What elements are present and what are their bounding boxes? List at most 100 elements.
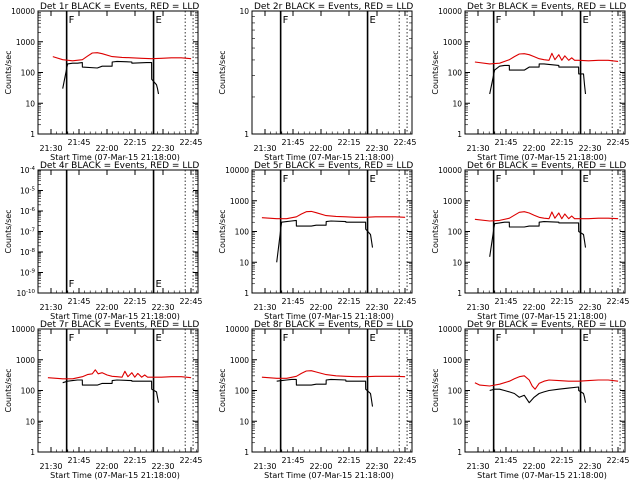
- y-tick-label: 1000: [230, 356, 249, 365]
- y-tick-label: 1000: [230, 197, 249, 206]
- x-tick-label: 22:15: [337, 138, 360, 147]
- y-tick-label: 1000: [16, 356, 35, 365]
- y-tick-label: 100: [448, 228, 463, 237]
- y-tick-label: 10: [452, 417, 462, 426]
- flare-end-marker: E: [370, 15, 376, 26]
- y-tick-label: 10-6: [20, 207, 36, 216]
- flare-end-marker: E: [156, 279, 162, 290]
- x-tick-label: 21:45: [281, 456, 304, 465]
- y-tick-label: 10: [25, 417, 35, 426]
- chart-panel-5: Det 5r BLACK = Events, RED = LLD 1 10 100 10…: [218, 161, 417, 321]
- y-tick-label: 10000: [438, 325, 462, 334]
- y-tick-label: 10: [452, 99, 462, 108]
- x-tick-label: 22:45: [393, 138, 416, 147]
- chart-title: Det 1r BLACK = Events, RED = LLD: [40, 2, 199, 12]
- series-events: [489, 221, 587, 257]
- y-tick-exponent: -7: [30, 228, 36, 234]
- y-tick-label: 10000: [11, 325, 35, 334]
- y-axis-label: Counts/sec: [431, 368, 440, 412]
- y-axis-label: Counts/sec: [218, 209, 227, 253]
- series-lld: [474, 375, 619, 390]
- plot-frame: [251, 10, 413, 135]
- x-axis-label: Start Time (07-Mar-15 21:18:00): [264, 471, 394, 480]
- y-axis-label: Counts/sec: [4, 209, 13, 253]
- y-tick-label: 10: [239, 417, 249, 426]
- y-tick-label: 10-10: [16, 289, 35, 298]
- y-tick-label: 1000: [443, 38, 462, 47]
- y-tick-label: 10000: [225, 325, 249, 334]
- y-tick-exponent: -6: [30, 207, 36, 213]
- x-axis-label: Start Time (07-Mar-15 21:18:00): [264, 312, 394, 321]
- x-tick-label: 22:45: [606, 456, 629, 465]
- y-tick-exponent: -8: [30, 248, 36, 254]
- y-tick-exponent: -10: [26, 289, 35, 295]
- y-tick-exponent: -5: [30, 187, 36, 193]
- chart-title: Det 6r BLACK = Events, RED = LLD: [467, 161, 626, 171]
- y-tick-label: 1: [457, 448, 462, 457]
- x-tick-label: 22:15: [123, 138, 146, 147]
- y-tick-label: 100: [235, 387, 250, 396]
- series-lld: [474, 211, 619, 222]
- chart-panel-3: Det 3r BLACK = Events, RED = LLD 1 10 100 10…: [431, 2, 630, 162]
- series-events: [62, 379, 160, 403]
- y-axis-label: Counts/sec: [218, 368, 227, 412]
- x-tick-label: 21:30: [39, 303, 62, 312]
- flare-end-marker: E: [583, 174, 589, 185]
- chart-panel-9: Det 9r BLACK = Events, RED = LLD 1 10 100 10…: [431, 320, 630, 480]
- plot-frame: [37, 10, 199, 135]
- x-tick-label: 21:30: [253, 462, 276, 471]
- chart-title: Det 3r BLACK = Events, RED = LLD: [467, 2, 626, 12]
- y-tick-label: 100: [448, 387, 463, 396]
- x-tick-label: 22:30: [365, 303, 388, 312]
- y-tick-label: 10-4: [20, 166, 36, 175]
- y-tick-label: 1000: [443, 356, 462, 365]
- flare-end-marker: E: [156, 15, 162, 26]
- y-tick-label: 1: [457, 130, 462, 139]
- plot-frame: [37, 169, 199, 294]
- y-tick-label: 10: [25, 99, 35, 108]
- x-tick-label: 21:30: [39, 144, 62, 153]
- x-tick-label: 22:15: [123, 456, 146, 465]
- y-axis-label: Counts/sec: [431, 50, 440, 94]
- x-tick-label: 21:45: [67, 138, 90, 147]
- series-events: [489, 386, 587, 404]
- plot-frame: [251, 169, 413, 294]
- x-tick-label: 21:30: [253, 144, 276, 153]
- series-lld: [261, 370, 406, 379]
- series-events: [62, 60, 160, 95]
- y-tick-label: 1: [30, 130, 35, 139]
- x-tick-label: 22:00: [309, 462, 332, 471]
- series-lld: [261, 210, 406, 220]
- y-tick-label: 10-5: [20, 187, 36, 196]
- x-tick-label: 21:45: [67, 456, 90, 465]
- flare-start-marker: F: [69, 333, 75, 344]
- x-tick-label: 22:00: [522, 303, 545, 312]
- y-tick-label: 100: [21, 69, 36, 78]
- x-tick-label: 22:45: [393, 456, 416, 465]
- plot-frame: [37, 328, 199, 453]
- chart-title: Det 9r BLACK = Events, RED = LLD: [467, 320, 626, 330]
- y-tick-label: 100: [235, 228, 250, 237]
- y-tick-label: 10: [452, 258, 462, 267]
- series-events: [489, 63, 587, 95]
- x-tick-label: 22:00: [522, 144, 545, 153]
- y-tick-label: 10: [239, 258, 249, 267]
- x-tick-label: 21:45: [494, 138, 517, 147]
- flare-end-marker: E: [156, 333, 162, 344]
- x-axis-label: Start Time (07-Mar-15 21:18:00): [264, 153, 394, 162]
- x-axis-label: Start Time (07-Mar-15 21:18:00): [477, 471, 607, 480]
- x-tick-label: 22:15: [337, 456, 360, 465]
- chart-title: Det 2r BLACK = Events, RED = LLD: [254, 2, 413, 12]
- plot-frame: [464, 169, 626, 294]
- x-axis-label: Start Time (07-Mar-15 21:18:00): [477, 153, 607, 162]
- chart-panel-4: Det 4r BLACK = Events, RED = LLD 10-10 10-…: [4, 161, 203, 321]
- y-tick-label: 1: [244, 130, 249, 139]
- flare-end-marker: E: [370, 333, 376, 344]
- x-tick-label: 21:45: [67, 297, 90, 306]
- flare-start-marker: F: [496, 15, 502, 26]
- flare-start-marker: F: [283, 15, 289, 26]
- series-lld: [474, 52, 619, 65]
- flare-start-marker: F: [496, 174, 502, 185]
- x-tick-label: 22:30: [365, 462, 388, 471]
